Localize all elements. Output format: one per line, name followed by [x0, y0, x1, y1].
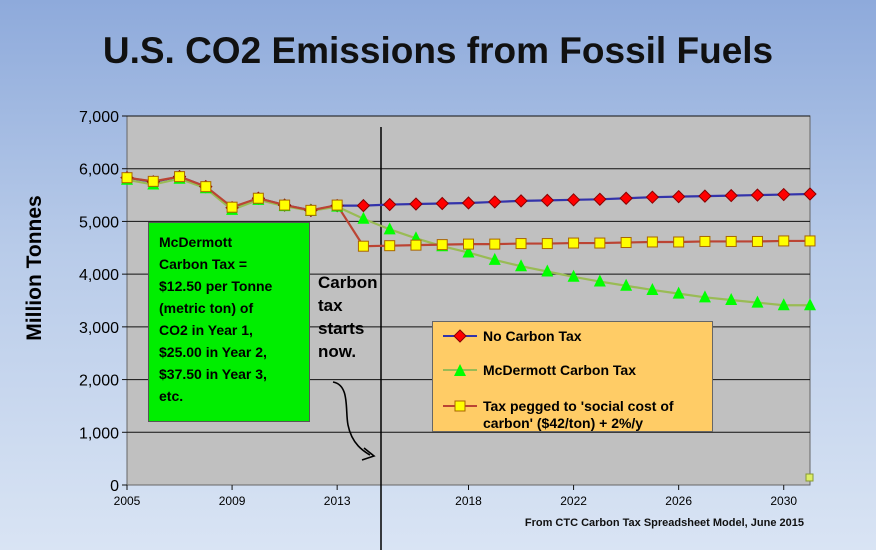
tax-start-arrow: [332, 381, 371, 456]
y-axis-label: Million Tonnes: [23, 195, 46, 341]
point-social-cost: [226, 201, 238, 213]
point-social-cost: [620, 237, 632, 249]
y-tick-label: 4,000: [79, 267, 119, 284]
point-no-tax: [803, 187, 817, 201]
point-social-cost: [384, 240, 396, 252]
y-tick-label: 7,000: [79, 109, 119, 126]
point-social-cost: [594, 237, 606, 249]
point-no-tax: [671, 189, 686, 204]
x-tick-label: 2005: [114, 494, 141, 508]
point-social-cost: [751, 235, 763, 247]
point-mcdermott: [541, 264, 554, 277]
legend-label-no-tax: No Carbon Tax: [483, 328, 582, 344]
y-tick-label: 2,000: [79, 373, 119, 390]
tax-start-annotation: Carbon tax starts now.: [318, 273, 378, 361]
tax-description-box: McDermott Carbon Tax = $12.50 per Tonne …: [148, 222, 310, 422]
point-mcdermott: [515, 259, 528, 272]
y-tick-label: 0: [110, 478, 119, 495]
point-social-cost: [252, 192, 264, 204]
point-no-tax: [566, 193, 581, 207]
point-social-cost: [147, 175, 159, 187]
point-social-cost: [305, 204, 317, 216]
point-social-cost: [568, 237, 580, 249]
point-no-tax: [435, 196, 449, 211]
point-social-cost: [515, 238, 527, 250]
x-tick-label: 2022: [560, 494, 587, 508]
point-social-cost: [489, 238, 501, 250]
point-no-tax: [409, 197, 423, 211]
point-social-cost: [646, 236, 658, 248]
point-no-tax: [777, 187, 791, 202]
point-social-cost: [357, 240, 369, 252]
point-no-tax: [750, 188, 765, 202]
point-social-cost: [699, 235, 711, 247]
chart-legend: No Carbon Tax McDermott Carbon Tax Tax p…: [432, 321, 713, 432]
point-mcdermott: [646, 282, 659, 295]
point-social-cost: [804, 235, 816, 247]
point-social-cost: [725, 235, 737, 247]
point-mcdermott: [751, 295, 764, 308]
point-no-tax: [645, 190, 660, 204]
legend-swatch-mcdermott: [443, 364, 477, 376]
point-social-cost: [174, 171, 186, 183]
point-social-cost: [436, 239, 448, 251]
point-mcdermott: [804, 298, 816, 311]
point-mcdermott: [567, 269, 580, 282]
point-mcdermott: [725, 292, 738, 305]
corner-marker: [805, 473, 814, 482]
x-tick-label: 2009: [219, 494, 246, 508]
tax-start-arrowhead: [361, 447, 376, 461]
point-mcdermott: [383, 222, 396, 235]
point-social-cost: [673, 236, 685, 248]
point-social-cost: [410, 239, 422, 251]
legend-label-social-cost: Tax pegged to 'social cost of carbon' ($…: [483, 398, 674, 431]
legend-swatch-social-cost: [443, 400, 477, 412]
point-mcdermott: [593, 274, 606, 287]
point-mcdermott: [672, 286, 685, 299]
point-social-cost: [541, 238, 553, 250]
point-no-tax: [488, 195, 502, 209]
point-no-tax: [593, 192, 607, 206]
x-tick-label: 2030: [770, 494, 797, 508]
chart-title: U.S. CO2 Emissions from Fossil Fuels: [102, 30, 774, 71]
point-social-cost: [463, 238, 474, 250]
point-mcdermott: [698, 290, 711, 303]
y-tick-label: 3,000: [79, 320, 119, 337]
point-mcdermott: [777, 298, 790, 311]
point-no-tax: [461, 196, 476, 210]
y-tick-label: 1,000: [79, 425, 119, 442]
x-tick-label: 2013: [324, 494, 351, 508]
point-no-tax: [356, 198, 371, 213]
point-no-tax: [540, 193, 555, 208]
point-no-tax: [698, 189, 712, 203]
point-no-tax: [514, 194, 528, 208]
legend-label-mcdermott: McDermott Carbon Tax: [483, 362, 636, 378]
y-tick-label: 5,000: [79, 214, 119, 231]
y-tick-label: 6,000: [79, 162, 119, 179]
legend-swatch-no-tax: [443, 329, 477, 343]
point-mcdermott: [488, 252, 501, 265]
source-note: From CTC Carbon Tax Spreadsheet Model, J…: [524, 517, 804, 529]
point-mcdermott: [620, 278, 633, 291]
point-mcdermott: [462, 245, 475, 258]
point-no-tax: [724, 188, 738, 203]
point-social-cost: [279, 199, 291, 211]
x-tick-label: 2018: [455, 494, 482, 508]
point-social-cost: [331, 199, 343, 211]
point-no-tax: [382, 197, 397, 212]
point-no-tax: [619, 191, 633, 205]
point-social-cost: [778, 235, 790, 247]
point-social-cost: [121, 172, 133, 184]
point-mcdermott: [357, 211, 370, 224]
x-tick-label: 2026: [665, 494, 692, 508]
point-social-cost: [200, 181, 212, 193]
